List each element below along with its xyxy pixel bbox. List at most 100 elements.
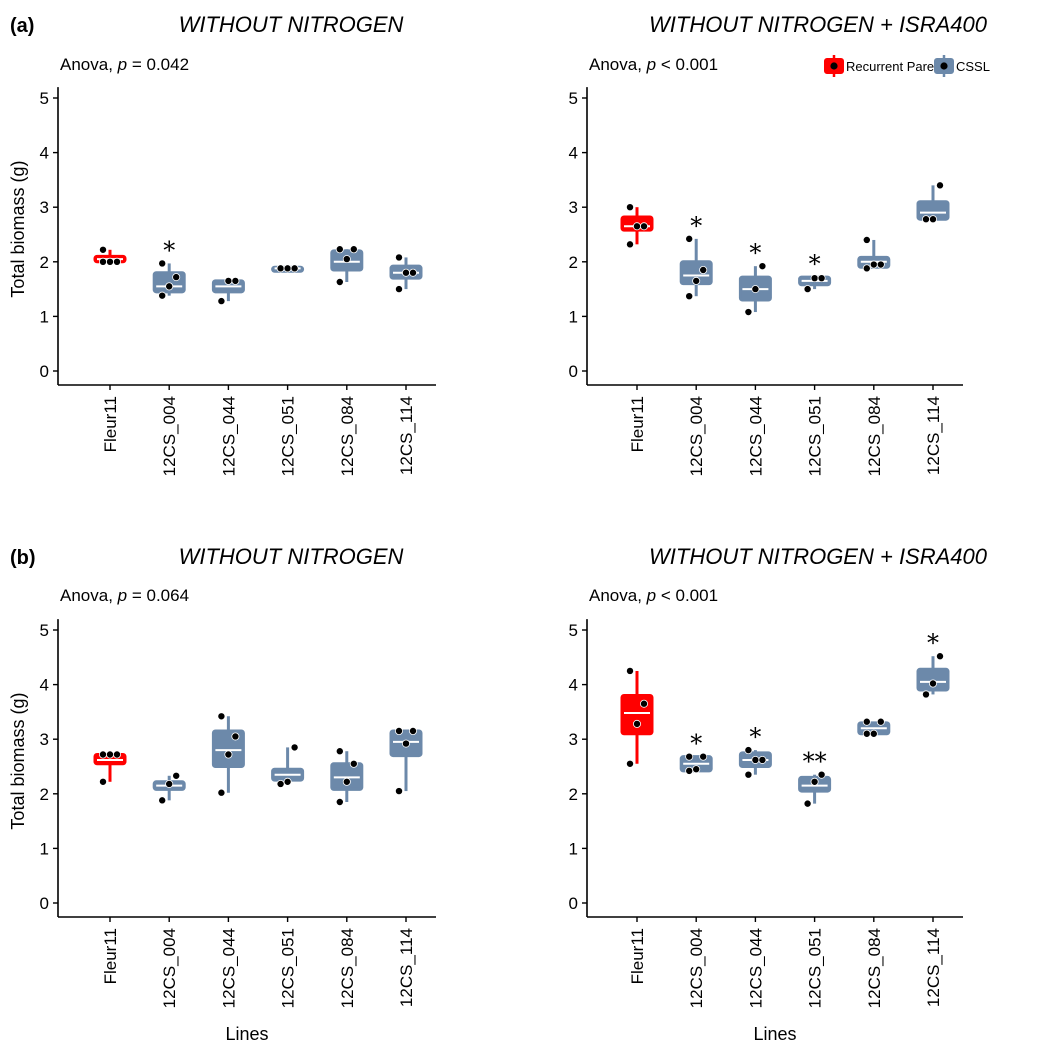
data-point: [99, 257, 108, 266]
data-point: [640, 699, 649, 708]
data-point: [817, 274, 826, 283]
data-point: [401, 268, 410, 277]
data-point: [342, 777, 351, 786]
data-point: [751, 755, 760, 764]
chart-title: WITHOUT NITROGEN: [179, 544, 404, 569]
data-point: [751, 285, 760, 294]
data-point: [158, 291, 167, 300]
x-tick-label: 12CS_084: [865, 396, 884, 476]
data-point: [290, 264, 299, 273]
y-axis-label: Total biomass (g): [8, 161, 28, 298]
x-tick-label: 12CS_044: [219, 396, 238, 476]
data-point: [626, 203, 635, 212]
data-point: [862, 264, 871, 273]
chart-title: WITHOUT NITROGEN: [179, 12, 404, 37]
data-point: [876, 717, 885, 726]
significance-marker: *: [690, 730, 702, 758]
y-tick-label: 0: [40, 362, 49, 381]
data-point: [744, 770, 753, 779]
data-point: [685, 752, 694, 761]
y-tick-label: 3: [569, 198, 578, 217]
box-12CS_004: *: [679, 212, 713, 301]
box-Fleur11: [93, 750, 127, 786]
y-axis-label: Total biomass (g): [8, 693, 28, 830]
data-point: [335, 245, 344, 254]
box-12CS_051: [271, 264, 305, 273]
data-point: [158, 796, 167, 805]
x-tick-label: 12CS_051: [806, 928, 825, 1008]
data-point: [936, 652, 945, 661]
y-tick-label: 2: [40, 253, 49, 272]
data-point: [803, 285, 812, 294]
y-tick-label: 3: [569, 730, 578, 749]
box-12CS_051: [271, 743, 305, 788]
data-point: [106, 750, 115, 759]
significance-marker: *: [749, 239, 761, 267]
x-tick-label: 12CS_084: [865, 928, 884, 1008]
data-point: [394, 787, 403, 796]
box-12CS_044: *: [738, 723, 772, 779]
data-point: [113, 257, 122, 266]
y-tick-label: 1: [569, 839, 578, 858]
data-point: [876, 260, 885, 269]
chart-panel-1: (a) WITHOUT NITROGEN Anova, p = 0.042 0 1 2 3 4…: [8, 12, 436, 476]
data-point: [394, 285, 403, 294]
y-tick-label: 3: [40, 198, 49, 217]
significance-marker: *: [809, 250, 821, 278]
data-point: [99, 245, 108, 254]
data-point: [342, 255, 351, 264]
data-point: [626, 759, 635, 768]
y-tick-label: 5: [569, 621, 578, 640]
data-point: [217, 712, 226, 721]
data-point: [283, 777, 292, 786]
data-point: [394, 727, 403, 736]
panel-label: (b): [10, 547, 36, 569]
box-12CS_084: [330, 245, 364, 287]
data-point: [869, 260, 878, 269]
box-12CS_044: *: [738, 239, 772, 317]
data-point: [929, 679, 938, 688]
data-point: [810, 777, 819, 786]
data-point: [633, 719, 642, 728]
data-point: [224, 750, 233, 759]
y-tick-label: 1: [569, 307, 578, 326]
y-tick-label: 5: [569, 89, 578, 108]
data-point: [349, 759, 358, 768]
box-12CS_114: *: [916, 629, 950, 699]
data-point: [862, 235, 871, 244]
box-12CS_114: [389, 253, 423, 294]
data-point: [99, 777, 108, 786]
data-point: [349, 245, 358, 254]
box-12CS_084: [330, 747, 364, 806]
box-12CS_051: **: [798, 748, 832, 808]
data-point: [744, 308, 753, 317]
box-12CS_114: [916, 181, 950, 224]
data-point: [172, 273, 181, 282]
data-point: [408, 727, 417, 736]
chart-panel-4: WITHOUT NITROGEN + ISRA400 Anova, p < 0.0…: [569, 544, 988, 1044]
y-tick-label: 2: [569, 253, 578, 272]
x-tick-label: 12CS_114: [397, 928, 416, 1007]
data-point: [401, 739, 410, 748]
data-point: [803, 799, 812, 808]
anova-label: Anova, p < 0.001: [589, 55, 718, 74]
box-12CS_044: [211, 276, 245, 306]
data-point: [862, 717, 871, 726]
data-point: [335, 747, 344, 756]
y-tick-label: 2: [40, 785, 49, 804]
data-point: [335, 278, 344, 287]
data-point: [408, 268, 417, 277]
data-point: [685, 292, 694, 301]
data-point: [165, 282, 174, 291]
box-Fleur11: [620, 203, 654, 249]
x-tick-label: 12CS_004: [687, 396, 706, 476]
x-tick-label: 12CS_004: [160, 396, 179, 476]
box-Fleur11: [620, 666, 654, 768]
anova-label: Anova, p = 0.064: [60, 586, 189, 605]
box-12CS_004: *: [679, 730, 713, 775]
chart-title: WITHOUT NITROGEN + ISRA400: [649, 12, 988, 37]
data-point: [758, 262, 767, 271]
significance-marker: *: [690, 212, 702, 240]
panel-label: (a): [10, 15, 34, 37]
